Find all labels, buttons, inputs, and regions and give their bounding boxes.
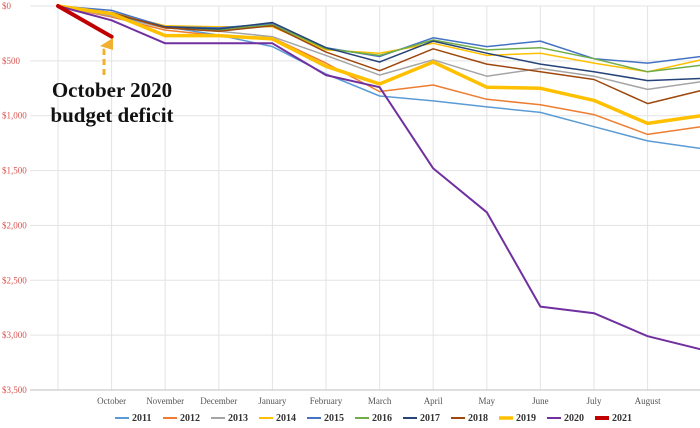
legend-label-2016: 2016 (372, 413, 392, 424)
y-tick-label: $3,000 (2, 330, 27, 340)
legend-label-2013: 2013 (228, 413, 248, 424)
series-line-2018 (57, 5, 700, 105)
chart-grid (30, 5, 700, 391)
legend-label-2011: 2011 (132, 413, 151, 424)
chart-legend: 2011 2012 2013 2014 2015 2016 2017 2018 2019 2020… (115, 413, 632, 424)
legend-label-2017: 2017 (420, 413, 440, 424)
legend-label-2020: 2020 (564, 413, 584, 424)
series-line-2017 (57, 5, 700, 82)
x-tick-label: February (310, 396, 343, 406)
legend-label-2014: 2014 (276, 413, 296, 424)
x-tick-label: November (146, 396, 184, 406)
legend-label-2019: 2019 (516, 413, 536, 424)
legend-label-2018: 2018 (468, 413, 488, 424)
y-tick-label: $1,500 (2, 166, 27, 176)
x-tick-label: June (532, 396, 549, 406)
annotation-arrow (102, 45, 110, 75)
series-line-2012 (57, 5, 700, 136)
chart-annotation: October 2020 budget deficit (50, 38, 174, 127)
series-line-2013 (57, 5, 700, 91)
legend-label-2015: 2015 (324, 413, 344, 424)
x-tick-label: October (97, 396, 126, 406)
series-line-2020 (57, 5, 700, 351)
y-tick-label: $2,500 (2, 275, 27, 285)
y-tick-label: $2,000 (2, 220, 27, 230)
y-tick-label: $500 (2, 56, 21, 66)
series-line-2021 (56, 4, 114, 39)
x-tick-label: July (586, 396, 602, 406)
x-tick-label: January (258, 396, 286, 406)
annotation-line-1: October 2020 (52, 78, 172, 102)
x-tick-label: March (368, 396, 392, 406)
x-axis: October November December January February Ma… (30, 389, 700, 406)
x-tick-label: April (424, 396, 443, 406)
annotation-line-2: budget deficit (50, 103, 173, 127)
y-tick-label: $0 (2, 1, 12, 11)
x-tick-label: December (200, 396, 237, 406)
series-line-2019 (56, 4, 700, 126)
annotation-arrowhead (100, 38, 113, 50)
series-line-2014 (57, 5, 700, 73)
y-tick-label: $3,500 (2, 385, 27, 395)
y-axis: $0 $500 $1,000 $1,500 $2,000 $2,500 $3,000 $3,5… (2, 1, 27, 395)
x-tick-label: August (635, 396, 662, 406)
x-tick-label: May (479, 396, 496, 406)
series-lines (56, 4, 700, 351)
y-tick-label: $1,000 (2, 111, 27, 121)
series-line-2015 (57, 5, 700, 64)
legend-label-2021: 2021 (612, 413, 632, 424)
legend-label-2012: 2012 (180, 413, 200, 424)
